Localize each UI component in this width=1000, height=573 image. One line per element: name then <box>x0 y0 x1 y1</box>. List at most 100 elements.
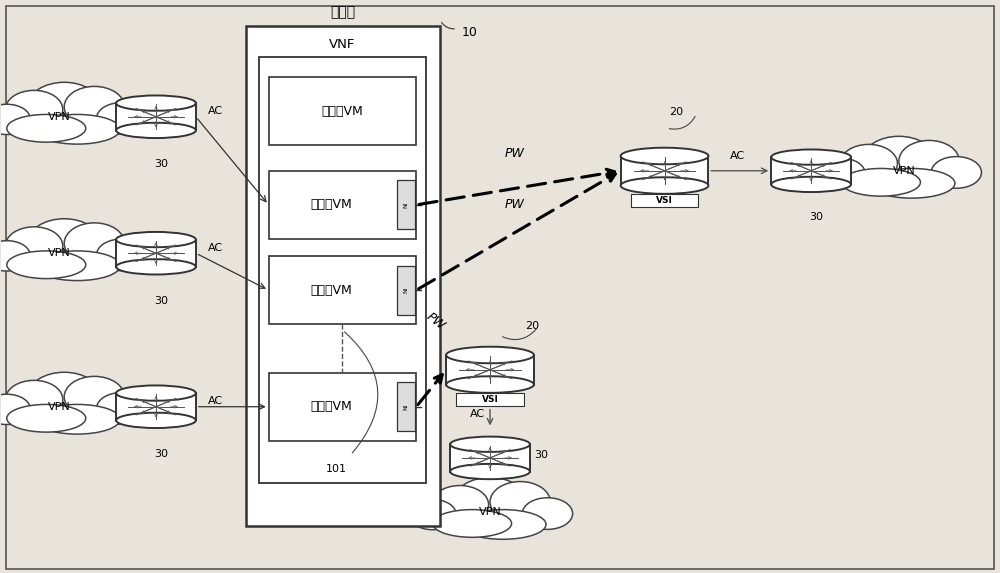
FancyBboxPatch shape <box>450 444 530 472</box>
Text: NI: NI <box>404 287 409 293</box>
Text: PW: PW <box>505 198 525 211</box>
Text: VSI: VSI <box>656 196 673 205</box>
Ellipse shape <box>28 219 100 265</box>
Text: VPN: VPN <box>48 402 71 412</box>
Text: 30: 30 <box>154 449 168 460</box>
FancyBboxPatch shape <box>259 57 426 484</box>
Ellipse shape <box>97 239 147 270</box>
Ellipse shape <box>28 372 100 418</box>
FancyBboxPatch shape <box>621 156 708 186</box>
Ellipse shape <box>454 477 526 524</box>
Ellipse shape <box>34 251 120 281</box>
Ellipse shape <box>841 168 920 196</box>
Ellipse shape <box>116 413 196 428</box>
Text: 转发面VM: 转发面VM <box>310 198 352 211</box>
Text: VSI: VSI <box>482 395 498 404</box>
Ellipse shape <box>621 148 708 164</box>
Ellipse shape <box>446 376 534 393</box>
Ellipse shape <box>490 481 550 523</box>
Ellipse shape <box>7 115 86 142</box>
Text: AC: AC <box>208 106 223 116</box>
Ellipse shape <box>64 223 125 264</box>
Text: VPN: VPN <box>479 507 501 517</box>
Ellipse shape <box>0 394 30 425</box>
FancyBboxPatch shape <box>631 194 698 207</box>
Ellipse shape <box>116 123 196 138</box>
Text: VPN: VPN <box>48 248 71 258</box>
FancyBboxPatch shape <box>446 355 534 384</box>
Text: AC: AC <box>208 242 223 253</box>
Text: 30: 30 <box>809 211 823 222</box>
Text: AC: AC <box>730 151 745 160</box>
FancyBboxPatch shape <box>269 77 416 145</box>
Ellipse shape <box>116 259 196 274</box>
FancyBboxPatch shape <box>771 157 851 185</box>
FancyBboxPatch shape <box>397 266 415 315</box>
Ellipse shape <box>863 136 935 182</box>
Ellipse shape <box>34 405 120 434</box>
Ellipse shape <box>818 158 865 189</box>
Ellipse shape <box>97 393 147 424</box>
FancyBboxPatch shape <box>397 382 415 431</box>
Ellipse shape <box>64 376 125 417</box>
Ellipse shape <box>409 500 456 529</box>
Text: 服务器: 服务器 <box>330 5 356 19</box>
Ellipse shape <box>28 83 100 128</box>
Ellipse shape <box>116 386 196 401</box>
Ellipse shape <box>931 156 981 189</box>
Text: PW: PW <box>423 310 447 333</box>
Text: 30: 30 <box>154 159 168 170</box>
Text: VNF: VNF <box>329 38 356 52</box>
Text: 101: 101 <box>325 464 346 474</box>
FancyBboxPatch shape <box>116 240 196 267</box>
FancyBboxPatch shape <box>269 256 416 324</box>
Text: 控制面VM: 控制面VM <box>322 104 363 117</box>
Ellipse shape <box>431 485 489 524</box>
Text: NI: NI <box>404 202 409 208</box>
Text: 20: 20 <box>525 321 539 331</box>
FancyBboxPatch shape <box>116 393 196 421</box>
FancyBboxPatch shape <box>246 26 440 526</box>
Text: 转发面VM: 转发面VM <box>310 284 352 297</box>
Ellipse shape <box>450 464 530 479</box>
FancyBboxPatch shape <box>269 372 416 441</box>
Text: 20: 20 <box>670 107 684 117</box>
Ellipse shape <box>771 150 851 165</box>
Ellipse shape <box>0 241 30 271</box>
FancyBboxPatch shape <box>269 171 416 239</box>
Ellipse shape <box>5 227 63 265</box>
FancyBboxPatch shape <box>116 103 196 131</box>
Ellipse shape <box>460 509 546 539</box>
Text: VPN: VPN <box>48 112 71 121</box>
Ellipse shape <box>446 347 534 363</box>
FancyBboxPatch shape <box>397 180 415 229</box>
Text: 10: 10 <box>462 26 478 39</box>
Ellipse shape <box>433 509 512 537</box>
Ellipse shape <box>869 168 955 198</box>
Ellipse shape <box>450 437 530 452</box>
Ellipse shape <box>522 498 573 529</box>
Ellipse shape <box>116 232 196 247</box>
Ellipse shape <box>116 96 196 111</box>
Ellipse shape <box>5 380 63 419</box>
Ellipse shape <box>97 103 147 134</box>
Ellipse shape <box>840 144 897 183</box>
Text: AC: AC <box>470 409 485 419</box>
Ellipse shape <box>621 177 708 194</box>
Text: 30: 30 <box>154 296 168 306</box>
Text: AC: AC <box>208 396 223 406</box>
Ellipse shape <box>64 87 125 127</box>
Ellipse shape <box>5 91 63 128</box>
Text: PW: PW <box>505 147 525 160</box>
Text: 30: 30 <box>534 450 548 460</box>
Ellipse shape <box>771 176 851 192</box>
Ellipse shape <box>7 405 86 432</box>
Ellipse shape <box>0 104 30 135</box>
FancyBboxPatch shape <box>456 393 524 406</box>
Ellipse shape <box>899 140 959 181</box>
Ellipse shape <box>7 251 86 278</box>
Text: 转发面VM: 转发面VM <box>310 400 352 413</box>
Text: VPN: VPN <box>893 166 915 176</box>
Ellipse shape <box>34 115 120 144</box>
Text: NI: NI <box>404 403 409 410</box>
